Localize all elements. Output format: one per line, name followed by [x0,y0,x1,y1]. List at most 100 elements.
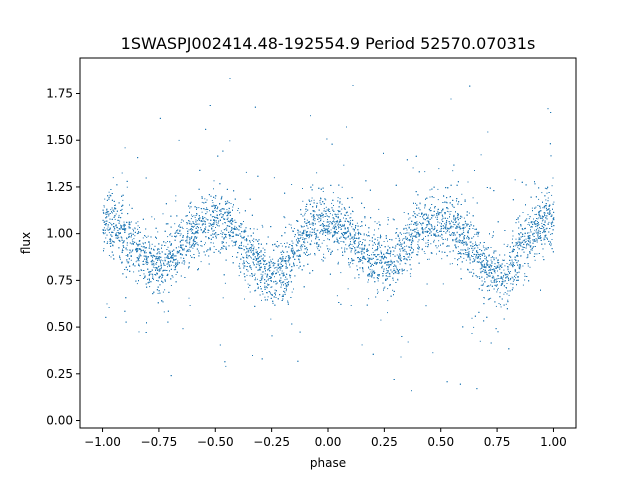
data-point [520,266,522,268]
data-point [307,241,309,243]
data-point [387,276,389,278]
data-point [544,214,545,216]
data-point [204,209,206,211]
data-point [235,226,237,228]
data-point [142,242,144,244]
data-point [549,213,551,215]
data-point [522,233,524,235]
data-point [269,291,271,293]
data-point [521,249,523,251]
data-point [463,217,465,219]
data-point [536,241,538,243]
data-point [367,257,369,259]
data-point [186,236,188,238]
data-point [433,233,435,235]
data-point [481,280,483,282]
data-point [406,251,407,253]
data-point [281,284,282,286]
data-point [302,237,304,239]
data-point [405,232,407,234]
data-point [253,228,255,230]
data-point [242,256,244,258]
data-point [285,267,287,269]
data-point [383,268,385,270]
data-point [270,293,272,295]
data-point [112,177,114,179]
data-point [155,256,157,258]
data-point [382,265,384,267]
data-point [552,177,554,179]
data-point [135,247,137,249]
data-point [369,240,371,242]
data-point [490,297,492,299]
data-point [545,228,547,230]
data-point [316,172,318,174]
data-point [245,252,247,254]
data-point [247,283,249,285]
data-point [473,272,475,274]
data-point [510,283,512,285]
data-point [150,248,152,250]
data-point [258,254,260,255]
data-point [511,261,513,263]
data-point [489,298,490,300]
data-point [110,222,112,224]
data-point [356,222,358,224]
data-point [291,184,293,185]
data-point [311,200,313,202]
data-point [409,224,410,226]
data-point [416,227,418,229]
data-point [442,216,444,218]
data-point [408,234,410,236]
data-point [425,245,427,247]
data-point [215,204,217,206]
data-point [405,224,407,226]
data-point [320,224,322,226]
data-point [105,237,107,239]
data-point [300,247,302,249]
data-point [416,214,418,216]
data-point [283,258,285,260]
data-point [230,231,232,233]
data-point [154,263,156,265]
data-point [288,256,290,258]
data-point [343,223,345,225]
data-point [409,273,411,275]
data-point [229,78,231,79]
data-point [354,227,356,229]
data-point [322,232,324,234]
data-point [302,226,304,228]
data-point [197,243,199,245]
data-point [337,261,339,263]
data-point [407,341,409,343]
data-point [538,229,540,231]
data-point [130,221,132,223]
data-point [434,207,435,209]
data-point [412,167,414,169]
data-point [550,245,552,247]
data-point [167,236,169,238]
data-point [446,239,448,241]
data-point [227,217,229,219]
data-point [347,230,349,232]
data-point [137,225,139,227]
data-point [164,259,166,261]
data-point [373,270,375,272]
data-point [246,240,248,242]
data-point [259,263,261,265]
data-point [338,225,340,227]
data-point [169,250,171,252]
data-point [417,214,419,216]
data-point [280,262,282,264]
chart-title: 1SWASPJ002414.48-192554.9 Period 52570.0… [121,34,536,53]
data-point [363,234,365,236]
data-point [489,274,491,276]
data-point [293,253,295,255]
data-point [519,264,520,266]
data-point [345,238,347,240]
data-point [517,218,519,220]
data-point [262,257,264,259]
data-point [243,245,245,247]
data-point [542,256,544,258]
data-point [434,225,436,227]
